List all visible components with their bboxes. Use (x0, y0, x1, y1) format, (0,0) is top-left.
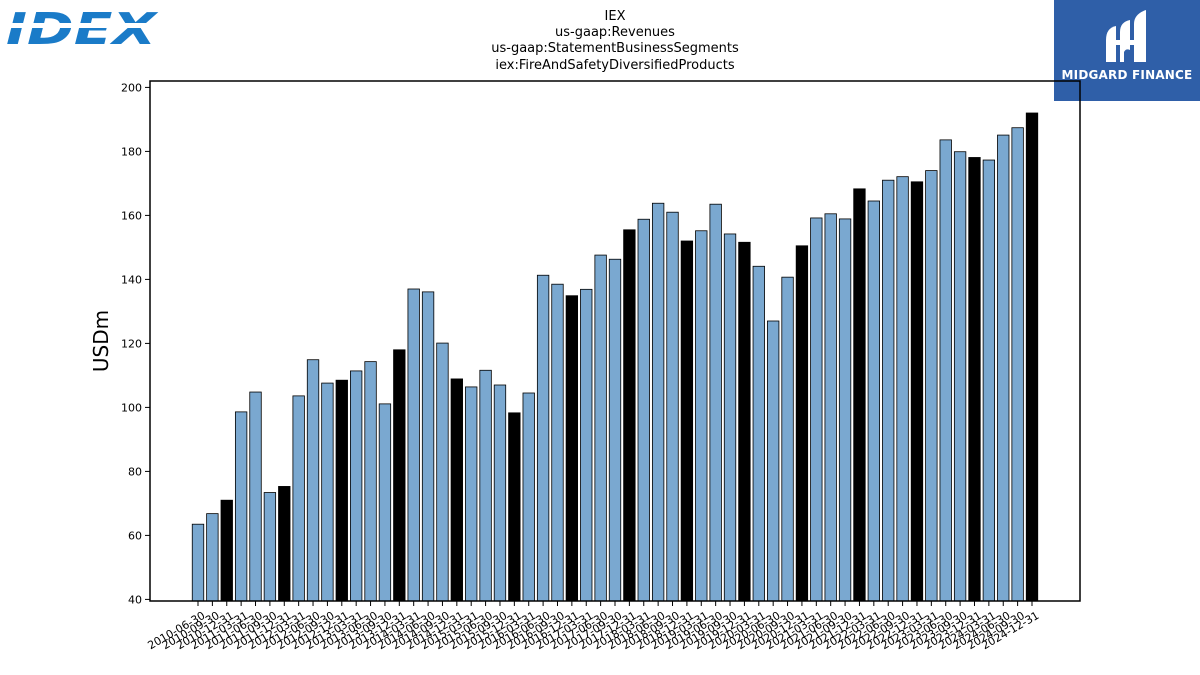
bar-2018-09-30 (666, 211, 679, 602)
bar-2020-06-30 (767, 320, 780, 602)
bar-2012-03-31 (292, 395, 305, 602)
bar-2014-12-31 (450, 378, 463, 602)
bar-2022-12-31 (910, 181, 924, 602)
bar-2014-09-30 (436, 342, 449, 602)
x-axis: 2010-06-302010-09-302010-12-312011-03-31… (145, 601, 1041, 652)
y-tick-label: 120 (121, 337, 142, 350)
plot-frame (149, 80, 1081, 602)
bar-2020-09-30 (781, 276, 794, 602)
y-tick-label: 140 (121, 273, 142, 286)
bar-2010-12-31 (220, 499, 233, 602)
bar-2016-06-30 (536, 274, 550, 602)
chart-title-line-2: us-gaap:Revenues (555, 25, 675, 40)
bar-2015-06-30 (479, 369, 492, 602)
idex-logo-text: IDEX (6, 4, 159, 48)
y-tick-label: 40 (128, 593, 142, 606)
idex-logo-mark: IDEX (4, 4, 160, 55)
chart-title-line-1: IEX (605, 9, 626, 24)
bar-2014-06-30 (421, 291, 435, 602)
bar-2021-03-31 (810, 217, 823, 602)
chart-title-line-3: us-gaap:StatementBusinessSegments (491, 41, 739, 56)
bar-2011-09-30 (263, 492, 277, 602)
y-tick-label: 60 (128, 529, 142, 542)
bar-2017-12-31 (623, 229, 636, 602)
bar-2013-03-31 (350, 370, 363, 602)
bar-2018-06-30 (651, 202, 665, 602)
idex-logo-stripe (4, 23, 160, 28)
bar-2017-09-30 (608, 258, 622, 602)
bar-2023-03-31 (925, 170, 938, 602)
chart-title: IEX us-gaap:Revenues us-gaap:StatementBu… (491, 9, 739, 73)
y-tick-label: 200 (121, 81, 142, 94)
bar-2015-12-31 (508, 412, 521, 602)
bar-series (191, 112, 1039, 602)
bar-2024-12-31 (1025, 112, 1039, 602)
bar-2011-03-31 (234, 411, 248, 602)
bar-2021-09-30 (838, 218, 852, 602)
bar-2019-06-30 (709, 203, 722, 602)
bar-2021-06-30 (824, 213, 837, 602)
bar-2019-03-31 (695, 230, 708, 602)
bar-2018-03-31 (637, 218, 650, 602)
bar-2023-09-30 (953, 151, 967, 602)
bar-2023-06-30 (939, 139, 952, 602)
bar-2010-09-30 (206, 513, 219, 602)
bar-2016-12-31 (565, 295, 579, 602)
bar-2020-12-31 (795, 245, 809, 602)
bar-2017-06-30 (594, 254, 607, 602)
bar-2024-09-30 (1011, 127, 1024, 602)
bar-2013-12-31 (393, 349, 406, 602)
bar-2012-09-30 (321, 382, 334, 602)
chart-title-line-4: iex:FireAndSafetyDiversifiedProducts (495, 58, 734, 73)
y-tick-label: 100 (121, 401, 142, 414)
bar-2016-03-31 (522, 392, 535, 602)
bar-2019-09-30 (723, 233, 737, 602)
bar-2019-12-31 (738, 241, 751, 602)
bar-2022-03-31 (867, 200, 880, 602)
bar-2012-06-30 (306, 359, 320, 602)
bar-2024-03-31 (982, 159, 996, 602)
y-tick-label: 180 (121, 145, 142, 158)
bar-2010-06-30 (191, 523, 205, 602)
midgard-finance-logo: MIDGARD FINANCE (1054, 0, 1200, 101)
bar-2012-12-31 (335, 379, 348, 602)
idex-logo: IDEX (4, 4, 160, 55)
bar-2021-12-31 (853, 188, 866, 602)
bar-2014-03-31 (407, 288, 420, 602)
y-tick-label: 80 (128, 465, 142, 478)
bar-2015-03-31 (465, 386, 478, 602)
bar-2020-03-31 (752, 265, 765, 602)
y-axis-label: USDm (89, 310, 113, 372)
y-tick-label: 160 (121, 209, 142, 222)
bar-2016-09-30 (551, 283, 564, 602)
bar-2023-12-31 (968, 157, 981, 602)
bar-2015-09-30 (493, 384, 507, 602)
bar-2013-06-30 (364, 361, 377, 602)
bar-2024-06-30 (997, 134, 1010, 602)
midgard-emblem-icon (1106, 10, 1146, 62)
bar-2017-03-31 (580, 288, 593, 602)
y-axis: 40 60 80 100 120 140 160 180 200 (121, 81, 150, 606)
bar-2022-06-30 (882, 179, 895, 602)
bar-2022-09-30 (896, 176, 909, 602)
bar-2013-09-30 (378, 403, 392, 602)
midgard-finance-wordmark: MIDGARD FINANCE (1061, 68, 1193, 82)
bar-2018-12-31 (680, 240, 694, 602)
bar-2011-06-30 (249, 391, 262, 602)
bar-2011-12-31 (278, 486, 291, 602)
